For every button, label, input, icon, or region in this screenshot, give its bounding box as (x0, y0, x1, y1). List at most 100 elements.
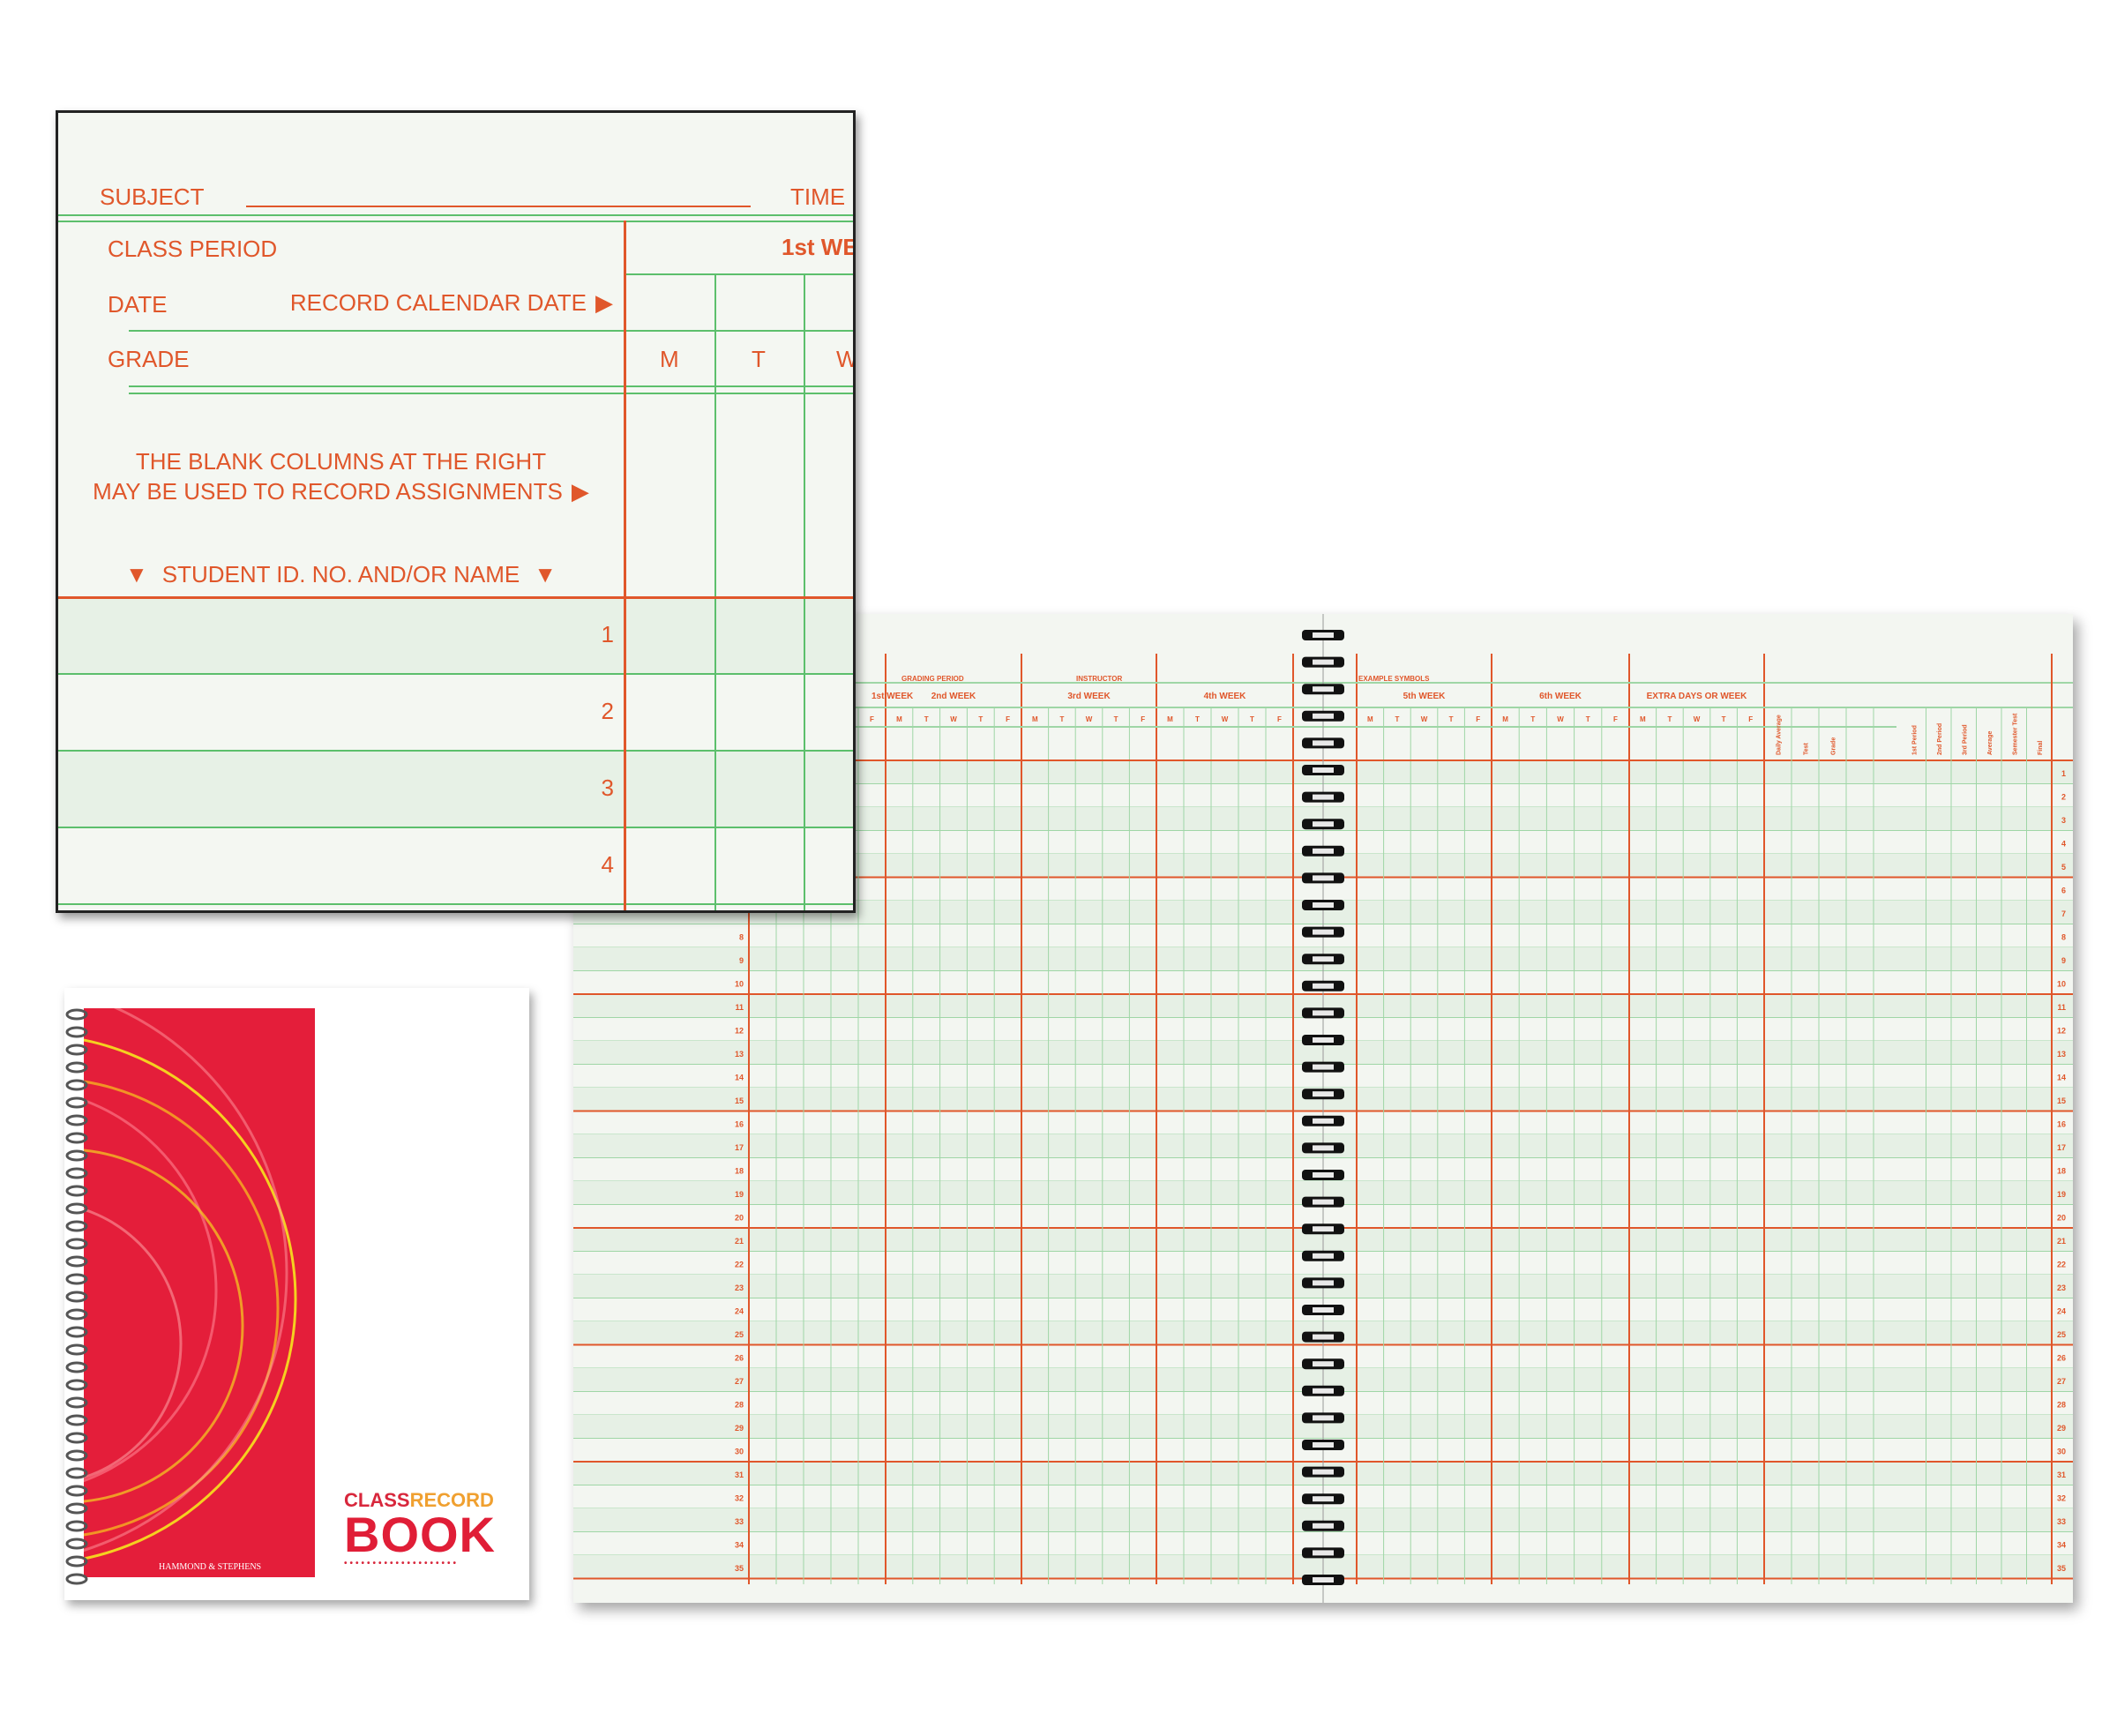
row-number: 9 (739, 956, 744, 965)
day-label: T (924, 715, 929, 723)
coil-ring (65, 1520, 88, 1532)
grade-column-label: Semester Test (2012, 713, 2018, 755)
day-label: W (1222, 715, 1229, 723)
day-label: T (1722, 715, 1726, 723)
name-column-divider (624, 221, 626, 910)
row-number: 23 (735, 1283, 744, 1292)
coil-ring (65, 1308, 88, 1321)
row-number: 26 (735, 1354, 744, 1363)
day-label: T (1395, 715, 1399, 723)
example-symbols-label: EXAMPLE SYMBOLS (1358, 675, 1430, 683)
row-number: 25 (735, 1330, 744, 1339)
row-number: 8 (2061, 933, 2066, 942)
row-number: 33 (2057, 1517, 2066, 1526)
arrow-right-icon: ▶ (595, 289, 613, 316)
blank-columns-row: MAY BE USED TO RECORD ASSIGNMENTS ▶ (58, 478, 624, 505)
spiral-ring-gap (1313, 686, 1334, 692)
coil-ring (65, 1485, 88, 1497)
row-number: 4 (2061, 840, 2066, 849)
instructor-label: INSTRUCTOR (1076, 675, 1123, 683)
coil-ring (65, 1343, 88, 1356)
blank-columns-note: MAY BE USED TO RECORD ASSIGNMENTS (93, 478, 563, 505)
row-number: 35 (2057, 1564, 2066, 1573)
grade-column-label: 2nd Period (1937, 723, 1943, 755)
row-number: 15 (2057, 1096, 2066, 1105)
day-label: W (950, 715, 957, 723)
row-number: 33 (735, 1517, 744, 1526)
row-number: 7 (2061, 909, 2066, 918)
row-number: 3 (601, 774, 614, 801)
day-label: T (1449, 715, 1454, 723)
row-band (58, 596, 853, 673)
spiral-ring-gap (1313, 848, 1334, 854)
day-label: T (1250, 715, 1254, 723)
row-number: 18 (2057, 1167, 2066, 1176)
cover-red-panel: HAMMOND & STEPHENS (84, 1008, 315, 1577)
spiral-ring-gap (1313, 1415, 1334, 1421)
day-label: M (1032, 715, 1038, 723)
row-number: 13 (735, 1050, 744, 1059)
row-number: 19 (735, 1190, 744, 1199)
spiral-ring-gap (1313, 902, 1334, 908)
grade-column-label: 1st Period (1911, 725, 1918, 755)
spiral-ring-gap (1313, 1388, 1334, 1394)
publisher-name: HAMMOND & STEPHENS (159, 1562, 262, 1572)
day-label: T (1114, 715, 1118, 723)
grade-label: GRADE (108, 346, 190, 372)
row-number: 28 (735, 1401, 744, 1410)
row-number: 1 (2061, 769, 2066, 778)
arc-pattern (84, 1008, 297, 1560)
coil-ring (65, 1255, 88, 1268)
row-number: 34 (2057, 1541, 2066, 1550)
row-number: 6 (2061, 887, 2066, 895)
day-label: T (1586, 715, 1590, 723)
day-label: M (1367, 715, 1373, 723)
row-number: 22 (2057, 1261, 2066, 1269)
record-date-row: RECORD CALENDAR DATE ▶ (290, 289, 613, 317)
week-label: 1st WEEK (782, 234, 856, 260)
zoomed-page-detail: SUBJECT TIME CLASS PERIOD 1st WEEK DATE … (56, 110, 856, 913)
day-label: T (1530, 715, 1535, 723)
coil-ring (65, 1555, 88, 1568)
day-label: M (660, 346, 679, 372)
spiral-ring-gap (1313, 1442, 1334, 1448)
row-number: 2 (2061, 793, 2066, 802)
day-label: W (1557, 715, 1564, 723)
day-label: T (978, 715, 983, 723)
row-number: 4 (601, 851, 614, 878)
day-label: F (1006, 715, 1010, 723)
row-number: 8 (739, 933, 744, 942)
time-label: TIME (790, 183, 846, 210)
coil-ring (65, 1432, 88, 1444)
row-number: 20 (735, 1214, 744, 1223)
row-number: 18 (735, 1167, 744, 1176)
row-number: 9 (2061, 956, 2066, 965)
spiral-ring-gap (1313, 1145, 1334, 1151)
row-number: 29 (735, 1424, 744, 1433)
row-number: 12 (2057, 1027, 2066, 1036)
coil-ring (65, 1326, 88, 1338)
spiral-ring-gap (1313, 1064, 1334, 1070)
coil-ring (65, 1149, 88, 1162)
day-label: T (1667, 715, 1672, 723)
coil-ring (65, 1396, 88, 1409)
spiral-ring-gap (1313, 1253, 1334, 1259)
day-label: M (1167, 715, 1173, 723)
triangle-down-icon: ▼ (534, 561, 557, 587)
spiral-ring-gap (1313, 956, 1334, 962)
spiral-ring-gap (1313, 632, 1334, 638)
row-number: 19 (2057, 1190, 2066, 1199)
coil-ring (65, 1467, 88, 1479)
coil-ring (65, 1220, 88, 1232)
subject-label: SUBJECT (100, 183, 205, 210)
student-label: STUDENT ID. NO. AND/OR NAME (161, 561, 520, 587)
spiral-ring-gap (1313, 1172, 1334, 1178)
row-number: 21 (735, 1237, 744, 1246)
spiral-ring-gap (1313, 1118, 1334, 1124)
coil-ring (65, 1132, 88, 1144)
coil-ring (65, 1114, 88, 1126)
spiral-ring-gap (1313, 875, 1334, 881)
week-label: 4th WEEK (1204, 692, 1247, 701)
row-number: 1 (601, 621, 614, 647)
coil-ring (65, 1044, 88, 1056)
